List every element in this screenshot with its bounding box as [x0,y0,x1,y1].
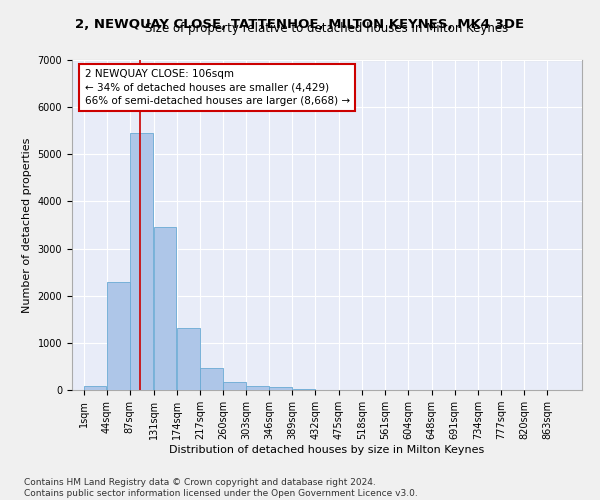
Bar [177,328,200,390]
Bar [154,228,176,390]
Bar [130,133,153,390]
Bar [84,386,106,390]
Title: Size of property relative to detached houses in Milton Keynes: Size of property relative to detached ho… [145,22,509,35]
Bar [107,282,130,390]
Bar [200,368,223,390]
Text: Contains HM Land Registry data © Crown copyright and database right 2024.
Contai: Contains HM Land Registry data © Crown c… [24,478,418,498]
Bar [246,386,269,390]
Y-axis label: Number of detached properties: Number of detached properties [22,138,32,312]
Bar [223,382,246,390]
X-axis label: Distribution of detached houses by size in Milton Keynes: Distribution of detached houses by size … [169,445,485,455]
Text: 2 NEWQUAY CLOSE: 106sqm
← 34% of detached houses are smaller (4,429)
66% of semi: 2 NEWQUAY CLOSE: 106sqm ← 34% of detache… [85,70,350,106]
Text: 2, NEWQUAY CLOSE, TATTENHOE, MILTON KEYNES, MK4 3DE: 2, NEWQUAY CLOSE, TATTENHOE, MILTON KEYN… [76,18,524,30]
Bar [293,388,315,390]
Bar [269,388,292,390]
